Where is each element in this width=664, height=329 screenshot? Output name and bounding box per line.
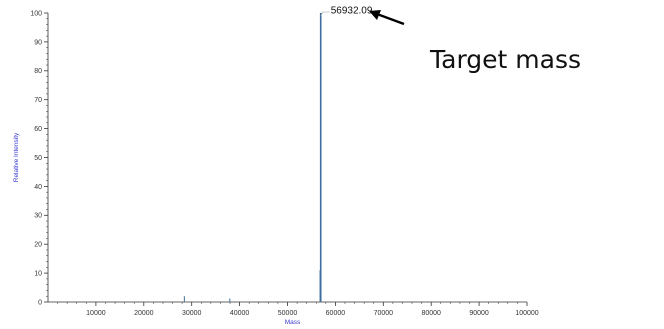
- arrow-icon: [376, 12, 405, 26]
- y-tick-label: 60: [34, 126, 42, 133]
- y-axis-title: Relative Intensity: [13, 132, 20, 182]
- x-tick-label: 100000: [515, 310, 538, 317]
- target-mass-annotation: Target mass: [429, 45, 581, 74]
- y-tick-label: 30: [34, 213, 42, 220]
- x-axis-title: Mass: [285, 319, 301, 326]
- peaks: [183, 11, 330, 302]
- peak-mass-label: 56932.09: [331, 6, 373, 17]
- x-ticks: 10000 20000 30000 40000 50000 60000 70000 80000…: [57, 302, 539, 317]
- arrow-head-icon: [369, 10, 381, 20]
- x-tick-label: 60000: [326, 310, 346, 317]
- x-tick-label: 80000: [421, 310, 441, 317]
- x-tick-label: 90000: [469, 310, 489, 317]
- x-tick-label: 70000: [374, 310, 394, 317]
- x-tick-label: 20000: [134, 310, 154, 317]
- x-tick-label: 50000: [278, 310, 298, 317]
- x-tick-label: 40000: [230, 310, 250, 317]
- y-tick-label: 70: [34, 97, 42, 104]
- y-tick-label: 10: [34, 271, 42, 278]
- y-tick-label: 20: [34, 242, 42, 249]
- y-tick-label: 100: [30, 10, 42, 17]
- y-tick-label: 80: [34, 68, 42, 75]
- x-tick-label: 30000: [182, 310, 202, 317]
- y-ticks: 0 10 20 30 40 50 60 70 80 90 100: [30, 10, 48, 306]
- y-tick-label: 0: [38, 299, 42, 306]
- y-tick-label: 90: [34, 39, 42, 46]
- y-tick-label: 40: [34, 184, 42, 191]
- peak-label-leader: [320, 11, 330, 17]
- y-tick-label: 50: [34, 155, 42, 162]
- x-tick-label: 10000: [86, 310, 106, 317]
